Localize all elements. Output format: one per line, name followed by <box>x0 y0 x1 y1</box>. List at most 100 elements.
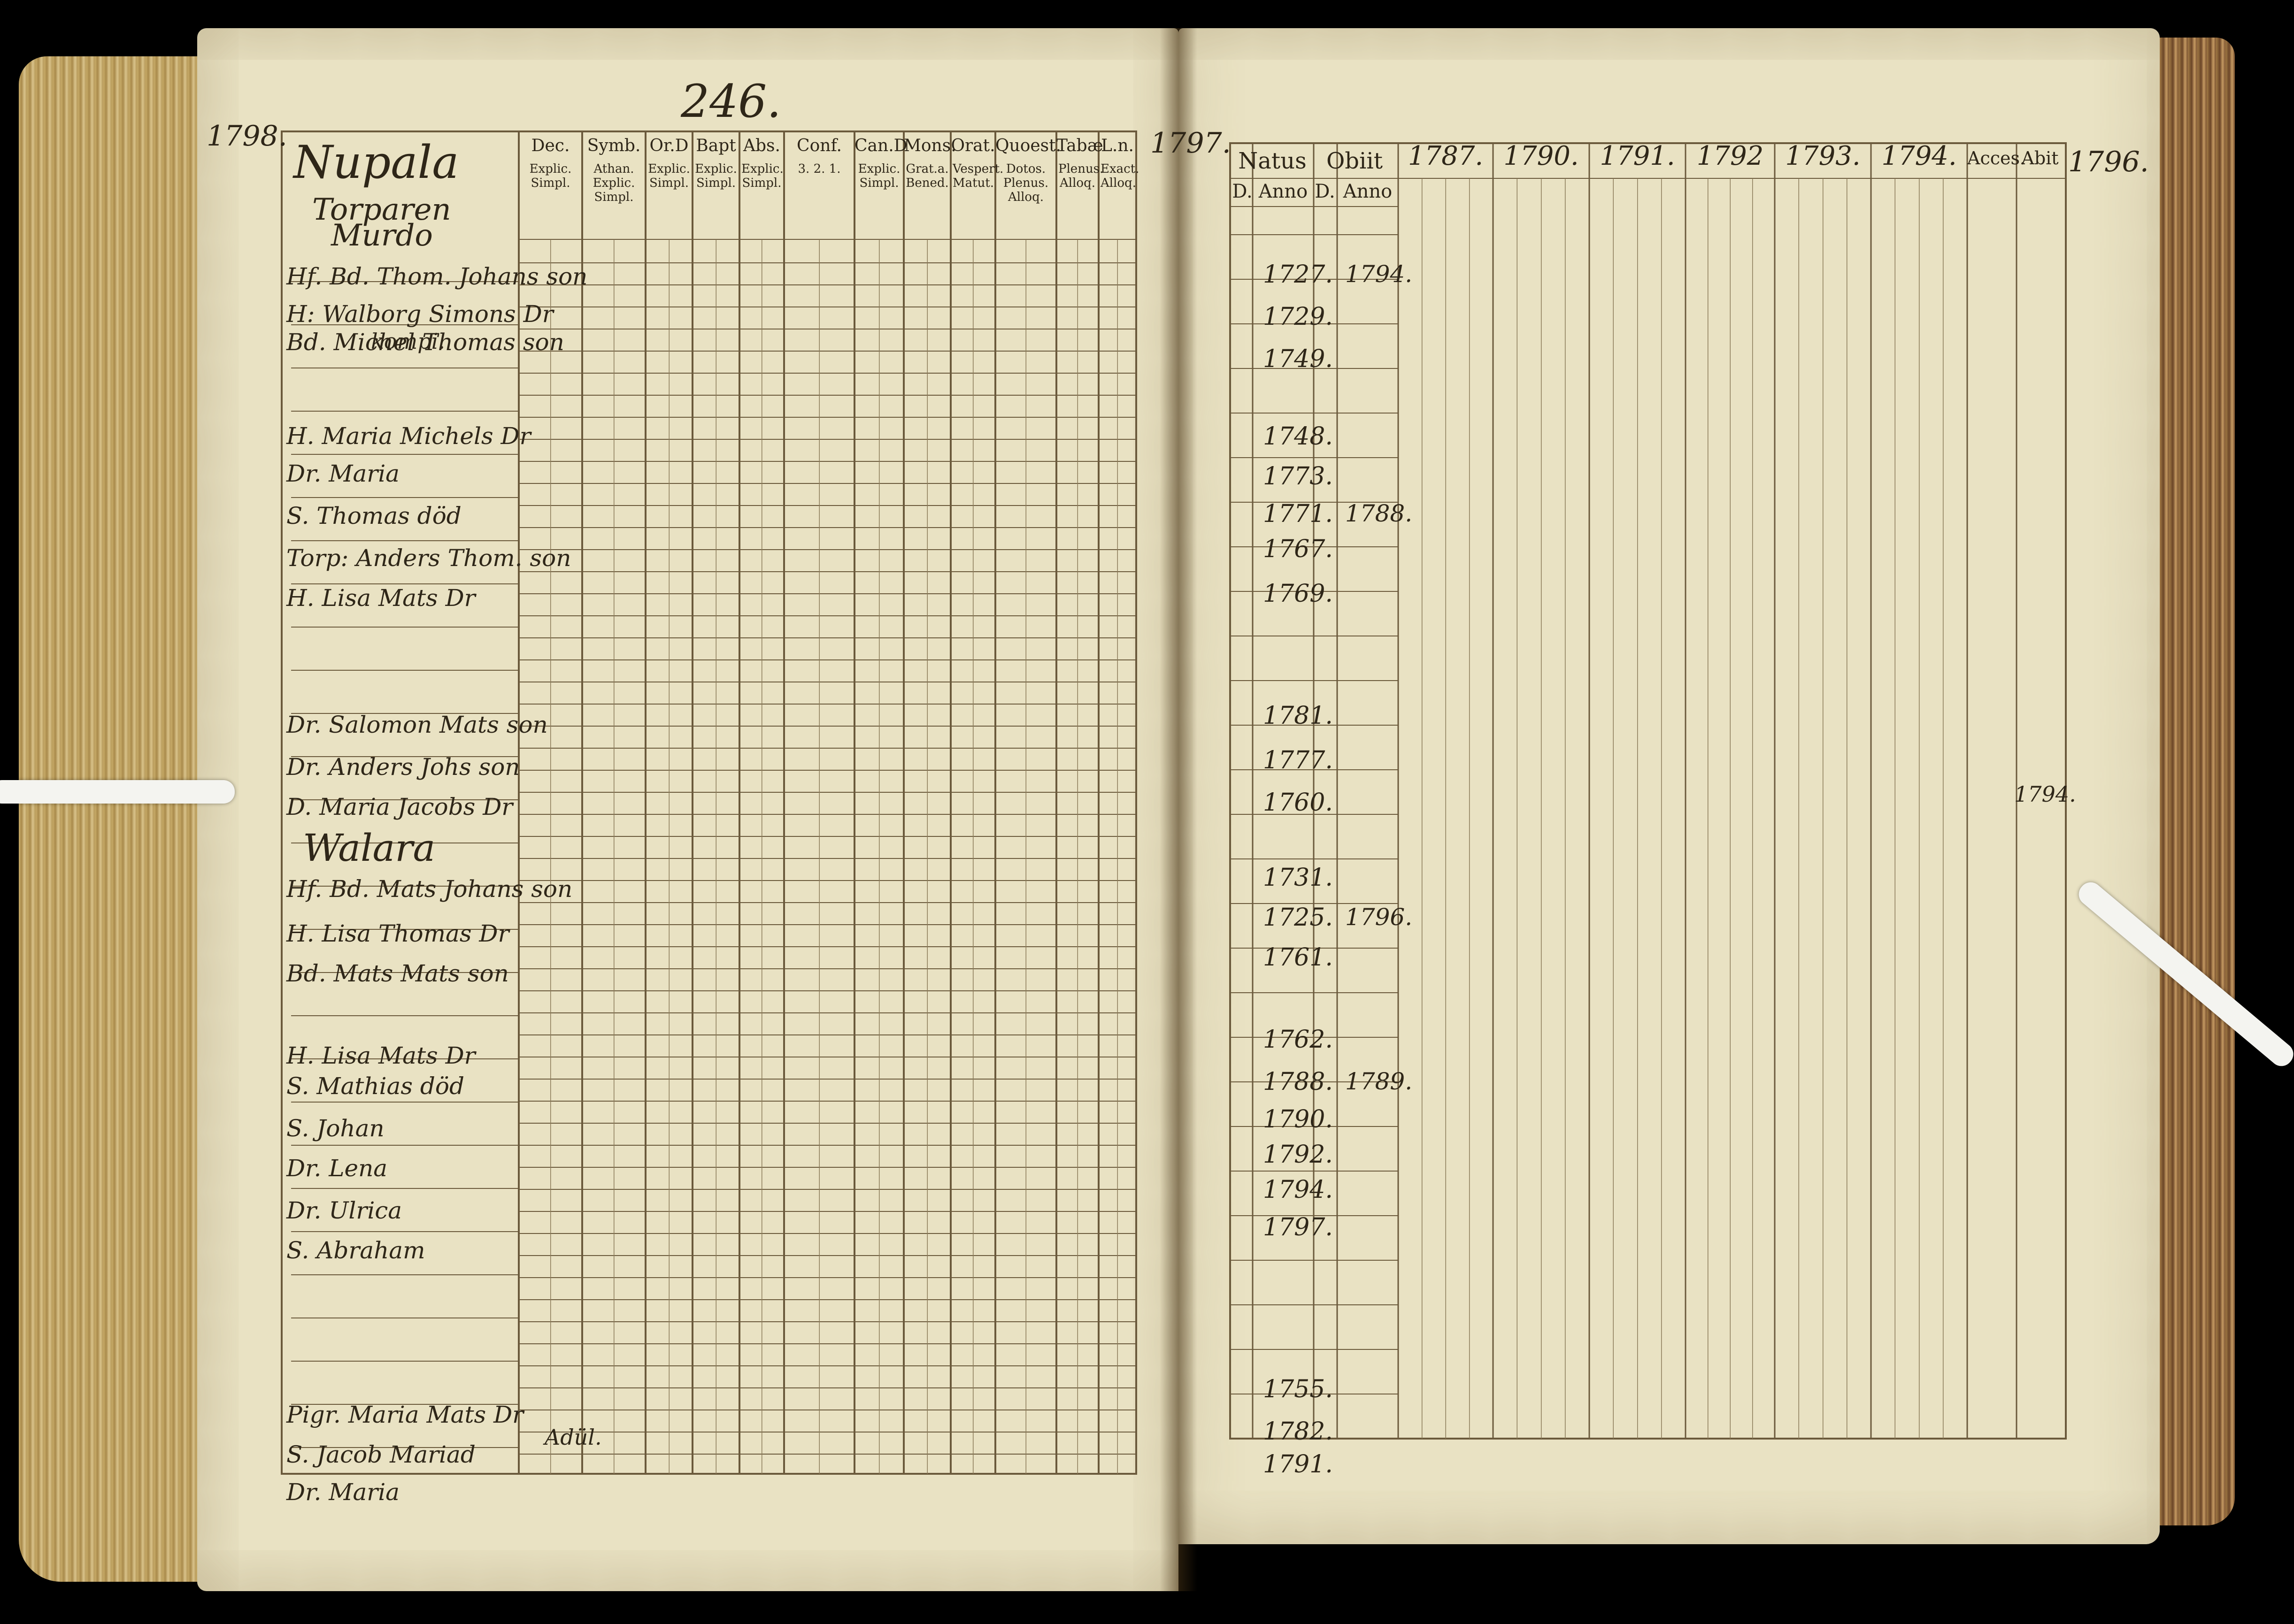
person-name: S. Thomas död <box>286 502 462 529</box>
birth-year: 1797. <box>1263 1213 1333 1241</box>
col-obiit-anno: Anno <box>1343 181 1393 202</box>
col-natus-anno: Anno <box>1258 181 1308 202</box>
left-column-subheader: Athan. Explic. Simpl. <box>593 162 635 204</box>
birth-year: 1769. <box>1263 580 1333 608</box>
birth-year: 1792. <box>1263 1141 1333 1169</box>
birth-year: 1729. <box>1263 303 1333 331</box>
annotation-kompi: kompi. <box>371 329 445 354</box>
left-page <box>197 28 1178 1591</box>
year-column-header: 1794. <box>1881 141 1957 171</box>
death-year: 1789. <box>1345 1068 1413 1095</box>
left-column-header: Can.D <box>854 136 908 155</box>
left-column-subheader: Plenus. Alloq. <box>1058 162 1104 190</box>
person-name: Pigr. Maria Mats Dr <box>286 1401 524 1428</box>
year-column-header: 1790. <box>1503 141 1579 171</box>
left-column-header: Dec. <box>531 136 570 155</box>
year-column-header: 1792 <box>1696 141 1764 171</box>
right-sub-rules <box>1421 178 1944 1439</box>
death-year: 1788. <box>1345 500 1413 527</box>
person-name: Hf. Bd. Mats Johans son <box>286 875 573 903</box>
person-name: Torp: Anders Thom. son <box>286 544 571 572</box>
col-obiit: Obiit <box>1326 148 1383 174</box>
left-bookmark-stick <box>0 780 235 804</box>
left-column-subheader: Explic. Simpl. <box>858 162 901 190</box>
left-column-subheader: Exact. Alloq. <box>1101 162 1139 190</box>
left-column-header: Quoest. <box>995 136 1062 155</box>
birth-year: 1773. <box>1263 462 1333 490</box>
left-column-header: Symb. <box>587 136 641 155</box>
person-name: Dr. Lena <box>286 1155 388 1182</box>
left-column-subheader: Grat.a. Bened. <box>906 162 949 190</box>
left-column-header: Abs. <box>743 136 780 155</box>
right-year-label-right: 1796. <box>2068 146 2149 178</box>
person-name: H: Walborg Simons Dr <box>286 300 554 328</box>
birth-year: 1771. <box>1263 500 1333 528</box>
person-name: Dr. Maria <box>286 460 400 487</box>
col-natus: Natus <box>1238 148 1307 174</box>
year-column-header: 1793. <box>1785 141 1861 171</box>
person-name: H. Maria Michels Dr <box>286 422 531 450</box>
birth-year: 1731. <box>1263 864 1333 892</box>
death-year: 1796. <box>1345 904 1413 931</box>
birth-year: 1725. <box>1263 904 1333 932</box>
page-number: 246. <box>681 75 781 128</box>
person-name: D. Maria Jacobs Dr <box>286 793 513 820</box>
col-obiit-d: D. <box>1315 181 1335 202</box>
birth-year: 1762. <box>1263 1026 1333 1054</box>
birth-year: 1749. <box>1263 345 1333 373</box>
second-village-title: Walara <box>303 826 436 870</box>
birth-year: 1777. <box>1263 746 1333 774</box>
person-name: H. Lisa Mats Dr <box>286 584 476 612</box>
person-name: Bd. Michel Thomas son <box>286 329 564 356</box>
birth-year: 1755. <box>1263 1375 1333 1403</box>
birth-year: 1781. <box>1263 702 1333 730</box>
left-column-header: L.n. <box>1101 136 1134 155</box>
birth-year: 1791. <box>1263 1450 1333 1478</box>
birth-year: 1748. <box>1263 422 1333 451</box>
person-name: S. Mathias död <box>286 1072 465 1100</box>
death-year: 1794. <box>1345 260 1413 288</box>
birth-year: 1788. <box>1263 1068 1333 1096</box>
year-column-header: 1791. <box>1600 141 1675 171</box>
col-accessit: Acces. <box>1967 148 2026 169</box>
person-name: S. Johan <box>286 1115 385 1142</box>
col-natus-d: D. <box>1232 181 1253 202</box>
left-page-stack <box>19 56 225 1582</box>
village-subtitle-2: Murdo <box>331 218 433 253</box>
abit-note: 1794. <box>2014 781 2076 807</box>
person-name: S. Jacob Mariad <box>286 1441 476 1468</box>
left-column-header: Mons. <box>904 136 956 155</box>
person-name: Dr. Anders Johs son <box>286 753 520 781</box>
birth-year: 1760. <box>1263 789 1333 817</box>
birth-year: 1782. <box>1263 1417 1333 1446</box>
person-name: H. Lisa Thomas Dr <box>286 920 509 947</box>
year-column-header: 1787. <box>1408 141 1484 171</box>
person-name: Dr. Ulrica <box>286 1197 402 1224</box>
birth-year: 1727. <box>1263 260 1333 289</box>
right-page <box>1178 28 2160 1544</box>
left-column-header: Bapt <box>696 136 736 155</box>
col-abiit: Abit <box>2021 148 2059 169</box>
left-sub-rules <box>550 239 1118 1474</box>
left-column-header: Or.D <box>649 136 689 155</box>
left-column-subheader: Explic. Simpl. <box>695 162 737 190</box>
left-column-subheader: Explic. Simpl. <box>648 162 690 190</box>
left-column-header: Tabæ <box>1056 136 1103 155</box>
person-name: H. Lisa Mats Dr <box>286 1042 476 1069</box>
village-title: Nupala <box>293 136 459 189</box>
birth-year: 1767. <box>1263 535 1333 563</box>
annotation-adul: Adül. <box>545 1425 602 1450</box>
left-column-subheader: Vespert. Matut. <box>953 162 1004 190</box>
left-column-subheader: Dotos. Plenus. Alloq. <box>1003 162 1049 204</box>
person-name: S. Abraham <box>286 1237 425 1264</box>
village-subtitle-1: Torparen <box>312 192 451 227</box>
person-name: Bd. Mats Mats son <box>286 960 509 987</box>
gutter <box>1160 28 1197 1591</box>
right-year-label-left: 1797. <box>1150 127 1231 160</box>
person-name: Hf. Bd. Thom. Johans son <box>286 263 588 290</box>
person-name: Dr. Salomon Mats son <box>286 711 548 738</box>
left-column-header: Conf. <box>797 136 842 155</box>
birth-year: 1790. <box>1263 1105 1333 1134</box>
left-year-label: 1798. <box>207 120 287 153</box>
